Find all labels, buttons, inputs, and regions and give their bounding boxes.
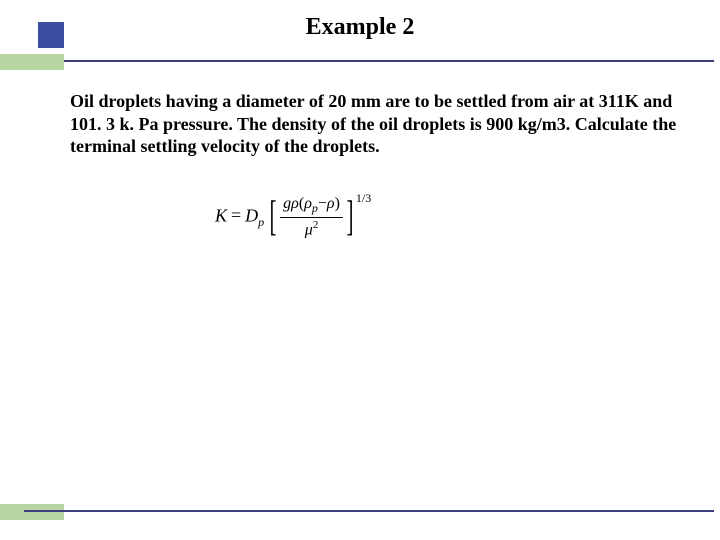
header: Example 2 xyxy=(0,0,720,62)
slide: Example 2 Oil droplets having a diameter… xyxy=(0,0,720,540)
decoration-green-bottom xyxy=(0,504,64,520)
footer-rule xyxy=(24,510,714,512)
slide-title: Example 2 xyxy=(0,0,720,41)
num-rho2: ρ xyxy=(327,195,335,212)
formula-bracket-group: [gρ(ρp−ρ)μ2] xyxy=(264,195,359,240)
num-rhop: ρ xyxy=(304,195,312,212)
formula-fraction: gρ(ρp−ρ)μ2 xyxy=(280,195,343,240)
formula-coef: D xyxy=(245,205,258,225)
den-sq: 2 xyxy=(313,219,319,231)
fraction-denominator: μ2 xyxy=(280,218,343,239)
num-g: g xyxy=(283,195,291,212)
decoration-green-top xyxy=(0,54,64,70)
den-mu: μ xyxy=(305,222,313,239)
bracket-right: ] xyxy=(346,196,353,238)
decoration-blue-square xyxy=(38,22,64,48)
problem-text: Oil droplets having a diameter of 20 mm … xyxy=(70,90,680,158)
num-close: ) xyxy=(335,195,340,212)
formula-equals: = xyxy=(227,205,245,225)
header-rule xyxy=(24,60,714,62)
formula-lhs: K xyxy=(215,205,227,225)
formula: K=Dp[gρ(ρp−ρ)μ2]1/3 xyxy=(215,195,371,240)
num-minus: − xyxy=(318,195,327,212)
bracket-left: [ xyxy=(270,196,277,238)
fraction-numerator: gρ(ρp−ρ) xyxy=(280,195,343,218)
num-rho: ρ xyxy=(291,195,299,212)
